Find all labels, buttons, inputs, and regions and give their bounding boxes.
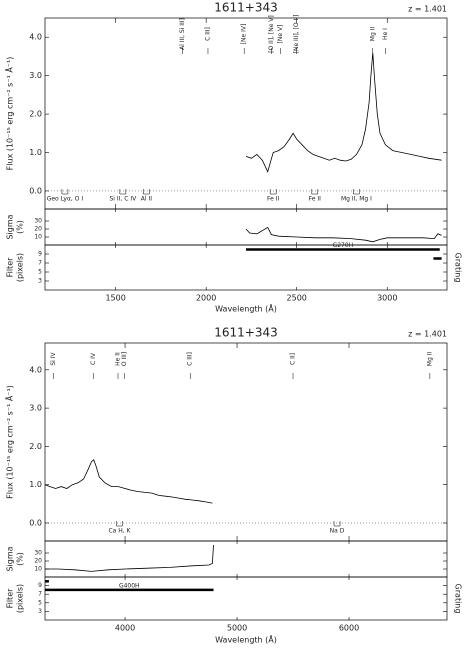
filter-tick-label: 7 — [38, 260, 42, 267]
chart-title: 1611+343 — [214, 1, 278, 15]
y-tick-label: 4.0 — [29, 33, 42, 42]
emission-label: Si IV — [50, 351, 57, 365]
filter-label: Filter — [6, 588, 15, 609]
absorption-label: Si II, C IV — [110, 196, 138, 203]
panel-frame — [44, 208, 448, 246]
filter-tick-label: 9 — [38, 582, 42, 589]
redshift: z = 1.401 — [408, 5, 447, 14]
x-tick-label: 4000 — [115, 624, 135, 633]
grating-name: G270H — [333, 242, 354, 249]
y-axis-label: Flux (10⁻¹⁵ erg cm⁻² s⁻¹ Å⁻¹) — [4, 57, 15, 171]
filter-label: Filter — [6, 257, 15, 278]
sigma-tick-label: 30 — [34, 550, 42, 557]
panel-frame — [44, 17, 448, 210]
x-tick-label: 6000 — [339, 624, 359, 633]
absorption-bracket — [311, 189, 319, 195]
emission-label: C III] — [187, 352, 194, 366]
emission-label: [Ne IV] — [241, 24, 248, 45]
spectrum-line — [44, 459, 213, 504]
spectrum-line — [245, 52, 442, 173]
emission-label: [O II], [Ne V] — [268, 15, 275, 53]
absorption-label: Fe II — [267, 196, 279, 203]
x-tick-label: 1500 — [105, 294, 125, 303]
filter-label: (pixels) — [16, 584, 25, 613]
filter-tick-label: 9 — [38, 251, 42, 258]
emission-label: C III] — [204, 27, 211, 41]
absorption-label: Fe II — [309, 196, 321, 203]
filter-label: (pixels) — [16, 253, 25, 282]
x-tick-label: 2000 — [196, 294, 216, 303]
y-tick-label: 1.0 — [29, 148, 42, 157]
absorption-bracket — [269, 189, 277, 195]
y-tick-label: 0.0 — [29, 186, 42, 195]
sigma-tick-label: 10 — [34, 234, 42, 241]
sigma-tick-label: 30 — [34, 218, 42, 225]
y-tick-label: 2.0 — [29, 110, 42, 119]
emission-label: C IV — [90, 352, 97, 365]
emission-label: Mg II — [369, 27, 376, 42]
y-tick-label: 2.0 — [29, 442, 42, 451]
emission-label: He II — [115, 352, 122, 366]
absorption-label: Geo Lyα, O I — [47, 196, 84, 203]
panel-frame — [44, 244, 448, 291]
sigma-line — [245, 226, 442, 243]
absorption-bracket — [116, 521, 123, 527]
redshift: z = 1.401 — [408, 330, 447, 339]
sigma-label: Sigma — [6, 214, 15, 239]
x-axis-label: Wavelength (Å) — [215, 634, 277, 645]
absorption-bracket — [333, 521, 341, 527]
emission-label: C II] — [290, 353, 297, 365]
filter-tick-label: 5 — [38, 269, 42, 276]
y-tick-label: 3.0 — [29, 404, 42, 413]
x-axis-label: Wavelength (Å) — [215, 303, 277, 314]
grating-label: Grating — [454, 253, 463, 283]
sigma-line — [45, 544, 214, 572]
sigma-label: (%) — [16, 552, 25, 566]
x-tick-label: 3000 — [377, 294, 397, 303]
sigma-label: (%) — [16, 220, 25, 234]
emission-label: [Ne III], [O II] — [293, 15, 300, 54]
emission-label: Mg II — [426, 352, 433, 367]
filter-tick-label: 3 — [38, 608, 42, 615]
sigma-tick-label: 20 — [34, 558, 42, 565]
grating-label: Grating — [454, 584, 463, 614]
absorption-label: Na D — [330, 528, 345, 535]
sigma-label: Sigma — [6, 546, 15, 571]
sigma-tick-label: 20 — [34, 226, 42, 233]
y-tick-label: 3.0 — [29, 71, 42, 80]
absorption-bracket — [61, 189, 69, 195]
emission-label: [Ne V] — [277, 25, 284, 44]
y-tick-label: 0.0 — [29, 519, 42, 528]
absorption-label: Mg II, Mg I — [341, 196, 372, 203]
emission-label: O III] — [121, 352, 128, 366]
x-tick-label: 5000 — [227, 624, 247, 633]
filter-tick-label: 7 — [38, 591, 42, 598]
absorption-label: Ca H, K — [108, 528, 131, 535]
filter-tick-label: 3 — [38, 278, 42, 285]
absorption-bracket — [143, 189, 150, 195]
y-tick-label: 4.0 — [29, 365, 42, 374]
y-tick-label: 1.0 — [29, 480, 42, 489]
chart-title: 1611+343 — [214, 326, 278, 340]
y-axis-label: Flux (10⁻¹⁵ erg cm⁻² s⁻¹ Å⁻¹) — [4, 385, 15, 499]
absorption-bracket — [353, 189, 360, 195]
emission-label: Al III, Si III] — [179, 18, 186, 50]
panel-frame — [44, 540, 448, 578]
sigma-tick-label: 10 — [34, 566, 42, 573]
x-tick-label: 2500 — [287, 294, 307, 303]
grating-name: G400H — [119, 582, 140, 589]
absorption-bracket — [119, 189, 127, 195]
panel-frame — [44, 342, 448, 542]
absorption-label: Al II — [141, 196, 152, 203]
emission-label: He I — [382, 28, 389, 40]
panel-frame — [44, 576, 448, 621]
filter-tick-label: 5 — [38, 599, 42, 606]
